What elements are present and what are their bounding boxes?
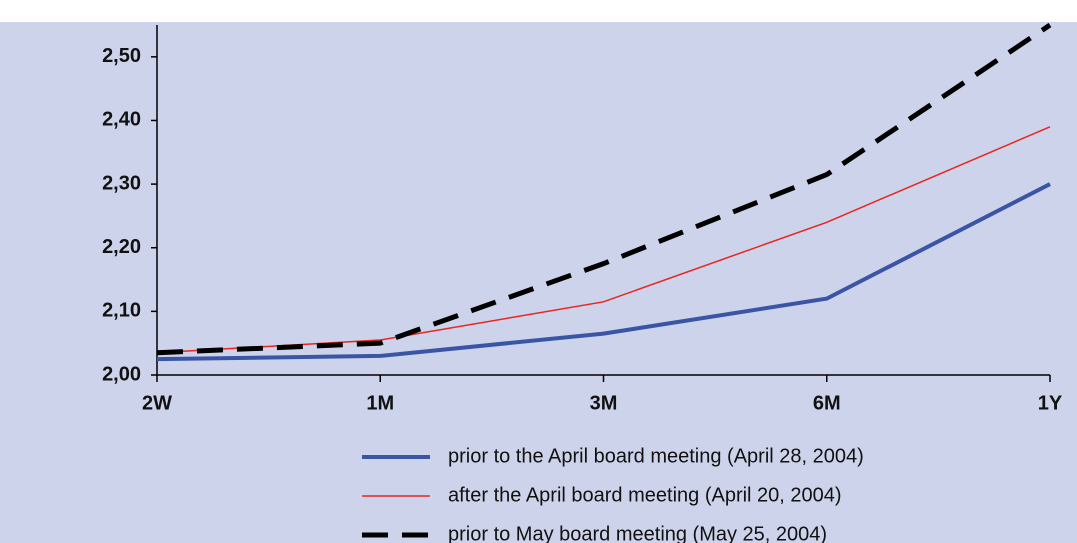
x-tick-label: 2W [142, 392, 172, 414]
legend-label: prior to the April board meeting (April … [448, 445, 864, 467]
x-tick-label: 3M [590, 392, 618, 414]
x-tick-label: 6M [813, 392, 841, 414]
series-line [156, 22, 1052, 356]
legend-label: after the April board meeting (April 20,… [448, 484, 842, 506]
x-tick-label: 1M [366, 392, 394, 414]
series-line [156, 126, 1051, 354]
y-tick-label: 2,20 [102, 236, 141, 258]
y-tick-label: 2,50 [102, 45, 141, 67]
series-line [156, 182, 1051, 362]
y-tick-label: 2,30 [102, 172, 141, 194]
legend-label: prior to May board meeting (May 25, 2004… [448, 523, 827, 543]
y-tick-label: 2,00 [102, 363, 141, 385]
y-tick-label: 2,40 [102, 109, 141, 131]
y-tick-label: 2,10 [102, 300, 141, 322]
chart-background [0, 22, 1077, 543]
x-tick-label: 1Y [1038, 392, 1063, 414]
